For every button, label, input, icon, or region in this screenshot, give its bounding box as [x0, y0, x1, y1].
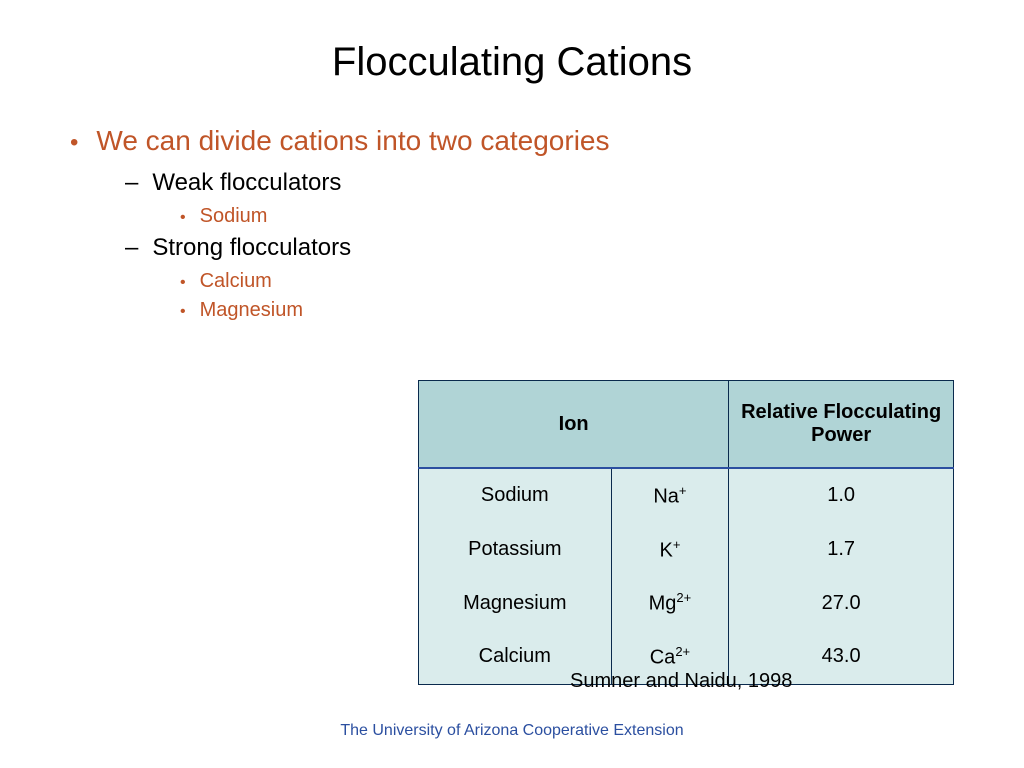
- bullet-l3b1-text: Calcium: [200, 270, 272, 293]
- bullet-level2: – Weak flocculators: [125, 169, 1024, 197]
- slide-title: Flocculating Cations: [0, 0, 1024, 125]
- bullet-dot-icon: •: [180, 274, 186, 292]
- ion-name-cell: Magnesium: [419, 576, 612, 630]
- bullet-l2a-text: Weak flocculators: [152, 169, 341, 197]
- bullet-l3a1-text: Sodium: [200, 205, 268, 228]
- bullet-dot-icon: •: [70, 129, 78, 157]
- ion-symbol-cell: K+: [611, 523, 729, 577]
- bullet-l2b-text: Strong flocculators: [152, 234, 351, 262]
- power-cell: 27.0: [729, 576, 954, 630]
- table-header-ion: Ion: [419, 381, 729, 469]
- flocculating-table: Ion Relative Flocculating Power SodiumNa…: [418, 380, 954, 685]
- bullet-dot-icon: •: [180, 209, 186, 227]
- table-header-row: Ion Relative Flocculating Power: [419, 381, 954, 469]
- footer-text: The University of Arizona Cooperative Ex…: [0, 722, 1024, 740]
- bullet-dash-icon: –: [125, 234, 138, 262]
- bullet-l3b2-text: Magnesium: [200, 299, 303, 322]
- flocculating-table-wrap: Ion Relative Flocculating Power SodiumNa…: [418, 380, 954, 685]
- ion-name-cell: Potassium: [419, 523, 612, 577]
- bullet-level3: • Calcium: [180, 270, 1024, 293]
- bullet-level3: • Sodium: [180, 205, 1024, 228]
- table-row: SodiumNa+1.0: [419, 468, 954, 523]
- bullet-level3: • Magnesium: [180, 299, 1024, 322]
- table-row: PotassiumK+1.7: [419, 523, 954, 577]
- power-cell: 1.7: [729, 523, 954, 577]
- bullet-l1-text: We can divide cations into two categorie…: [96, 125, 609, 157]
- power-cell: 1.0: [729, 468, 954, 523]
- ion-symbol-cell: Na+: [611, 468, 729, 523]
- bullet-content: • We can divide cations into two categor…: [0, 125, 1024, 322]
- ion-symbol-cell: Mg2+: [611, 576, 729, 630]
- table-row: MagnesiumMg2+27.0: [419, 576, 954, 630]
- bullet-level2: – Strong flocculators: [125, 234, 1024, 262]
- bullet-dash-icon: –: [125, 169, 138, 197]
- table-header-power: Relative Flocculating Power: [729, 381, 954, 469]
- citation-text: Sumner and Naidu, 1998: [570, 670, 792, 693]
- bullet-level1: • We can divide cations into two categor…: [70, 125, 1024, 157]
- bullet-dot-icon: •: [180, 303, 186, 321]
- ion-name-cell: Sodium: [419, 468, 612, 523]
